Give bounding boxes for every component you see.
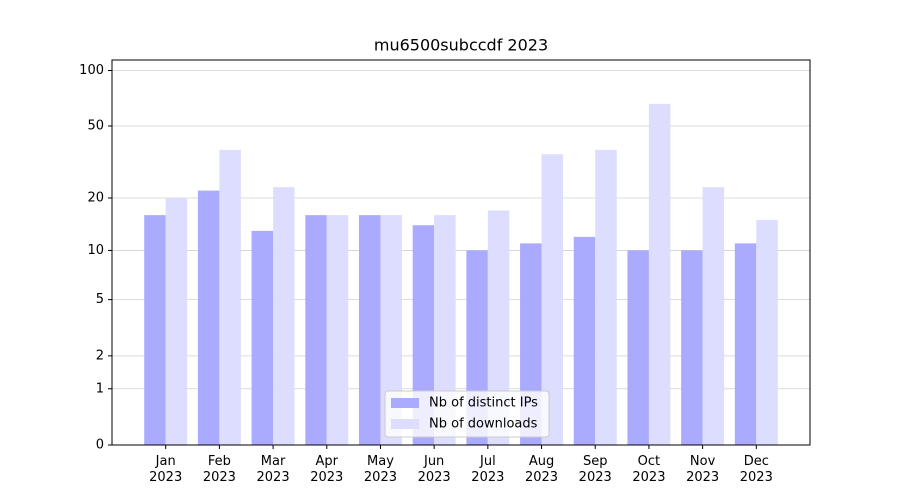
legend-swatch bbox=[391, 419, 419, 429]
bar bbox=[380, 215, 402, 445]
x-tick-label: Apr 2023 bbox=[310, 454, 343, 485]
x-tick-label: May 2023 bbox=[364, 454, 397, 485]
y-tick-label: 20 bbox=[87, 190, 104, 205]
bar bbox=[412, 225, 435, 445]
x-tick-label: Mar 2023 bbox=[257, 454, 290, 485]
chart-title: mu6500subccdf 2023 bbox=[374, 36, 548, 55]
bar bbox=[541, 154, 564, 445]
y-tick-label: 1 bbox=[96, 381, 104, 396]
y-tick-label: 0 bbox=[96, 438, 104, 453]
bar bbox=[144, 215, 166, 445]
x-tick-label: Oct 2023 bbox=[632, 454, 665, 485]
bar bbox=[756, 220, 778, 445]
legend-swatch bbox=[391, 398, 419, 408]
bar bbox=[434, 215, 456, 445]
plot-frame bbox=[111, 59, 811, 446]
x-tick-label: Jun 2023 bbox=[418, 454, 451, 485]
bar bbox=[627, 250, 649, 445]
bar bbox=[702, 187, 725, 445]
bar bbox=[358, 215, 381, 445]
bar bbox=[305, 215, 327, 445]
bar bbox=[573, 236, 596, 445]
bar bbox=[681, 250, 703, 445]
y-tick-label: 50 bbox=[87, 118, 104, 133]
x-tick-label: Nov 2023 bbox=[686, 454, 719, 485]
x-tick-label: Aug 2023 bbox=[525, 454, 558, 485]
y-tick-label: 10 bbox=[87, 243, 104, 258]
bar bbox=[487, 210, 510, 445]
x-tick-label: Jan 2023 bbox=[149, 454, 182, 485]
x-tick-label: Feb 2023 bbox=[203, 454, 236, 485]
bar bbox=[326, 215, 349, 445]
x-tick-label: Jul 2023 bbox=[471, 454, 504, 485]
x-tick-label: Sep 2023 bbox=[579, 454, 612, 485]
bar bbox=[219, 149, 241, 445]
y-tick-label: 100 bbox=[79, 63, 104, 78]
legend-label: Nb of downloads bbox=[429, 417, 538, 432]
y-tick-label: 2 bbox=[96, 348, 104, 363]
bar bbox=[734, 243, 757, 445]
bar bbox=[273, 187, 295, 445]
y-tick-label: 5 bbox=[96, 292, 104, 307]
bar bbox=[251, 230, 274, 445]
legend-box bbox=[384, 390, 550, 438]
bar bbox=[648, 103, 671, 446]
bar bbox=[197, 190, 220, 445]
bar bbox=[165, 197, 188, 445]
x-tick-label: Dec 2023 bbox=[740, 454, 773, 485]
bar bbox=[595, 149, 617, 445]
legend-label: Nb of distinct IPs bbox=[429, 396, 538, 411]
